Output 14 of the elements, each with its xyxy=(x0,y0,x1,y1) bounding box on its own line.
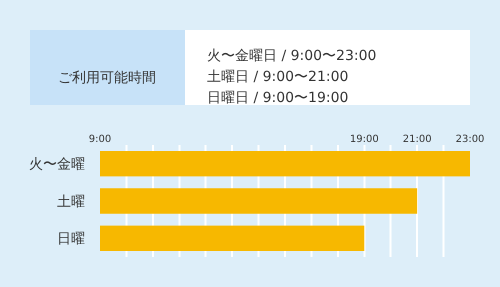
x-tick-label: 23:00 xyxy=(456,134,484,145)
y-tick-label: 火〜金曜 xyxy=(29,156,85,173)
y-tick-label: 土曜 xyxy=(57,194,85,210)
bar xyxy=(100,188,418,214)
text: 土曜日 / 9:00〜21:00 xyxy=(207,69,348,85)
x-tick-label: 21:00 xyxy=(402,134,432,145)
x-tick-label: 9:00 xyxy=(88,134,112,145)
bar xyxy=(100,150,470,176)
x-tick-label: 19:00 xyxy=(350,134,379,145)
bar xyxy=(100,226,364,252)
text: 日曜日 / 9:00〜19:00 xyxy=(207,90,348,106)
y-tick-label: 日曜 xyxy=(57,231,85,248)
text: 火〜金曜日 / 9:00〜23:00 xyxy=(207,48,376,64)
text: ご利用可能時間 xyxy=(58,70,156,86)
